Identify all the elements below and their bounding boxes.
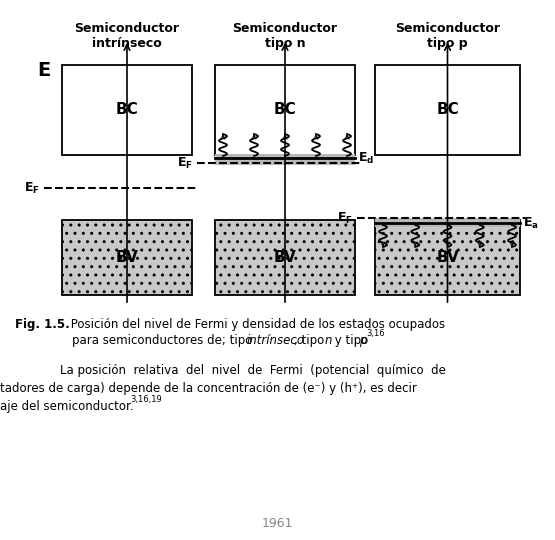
Text: Semiconductor
intrínseco: Semiconductor intrínseco bbox=[74, 22, 179, 50]
Text: Fig. 1.5.: Fig. 1.5. bbox=[15, 318, 70, 331]
Text: p: p bbox=[359, 334, 366, 347]
Text: intrínseco: intrínseco bbox=[247, 334, 305, 347]
Text: E: E bbox=[37, 60, 51, 79]
Bar bbox=[62, 65, 192, 155]
Text: 1961: 1961 bbox=[261, 517, 292, 530]
Bar bbox=[375, 220, 520, 295]
Bar bbox=[375, 65, 520, 155]
Text: aje del semiconductor.: aje del semiconductor. bbox=[0, 400, 134, 413]
Text: y tipo: y tipo bbox=[331, 334, 372, 347]
Text: , tipo: , tipo bbox=[294, 334, 328, 347]
Bar bbox=[215, 154, 355, 165]
Text: Semiconductor
tipo n: Semiconductor tipo n bbox=[233, 22, 337, 50]
Text: BC: BC bbox=[436, 103, 459, 118]
Text: tadores de carga) depende de la concentración de (e⁻) y (h⁺), es decir: tadores de carga) depende de la concentr… bbox=[0, 382, 417, 395]
Text: Semiconductor
tipo p: Semiconductor tipo p bbox=[395, 22, 500, 50]
Text: $\mathbf{E_a}$: $\mathbf{E_a}$ bbox=[523, 215, 539, 231]
Text: $\mathbf{E_d}$: $\mathbf{E_d}$ bbox=[358, 151, 374, 166]
Text: $\mathbf{E_F}$: $\mathbf{E_F}$ bbox=[177, 156, 193, 171]
Bar bbox=[62, 220, 192, 295]
Bar bbox=[375, 218, 520, 227]
Text: Posición del nivel de Fermi y densidad de los estados ocupados: Posición del nivel de Fermi y densidad d… bbox=[67, 318, 445, 331]
Text: n: n bbox=[325, 334, 332, 347]
Text: $\mathbf{E_F}$: $\mathbf{E_F}$ bbox=[337, 211, 353, 226]
Text: 3,16,19: 3,16,19 bbox=[130, 395, 162, 404]
Text: BC: BC bbox=[115, 103, 138, 118]
Text: BC: BC bbox=[274, 103, 296, 118]
Text: BV: BV bbox=[115, 250, 138, 265]
Bar bbox=[215, 220, 355, 295]
Bar bbox=[215, 65, 355, 155]
Text: 3,16: 3,16 bbox=[366, 329, 385, 338]
Text: BV: BV bbox=[274, 250, 296, 265]
Text: La posición  relativa  del  nivel  de  Fermi  (potencial  químico  de: La posición relativa del nivel de Fermi … bbox=[60, 364, 446, 377]
Text: para semiconductores de; tipo: para semiconductores de; tipo bbox=[72, 334, 256, 347]
Text: $\mathbf{E_F}$: $\mathbf{E_F}$ bbox=[24, 180, 40, 195]
Text: BV: BV bbox=[436, 250, 459, 265]
